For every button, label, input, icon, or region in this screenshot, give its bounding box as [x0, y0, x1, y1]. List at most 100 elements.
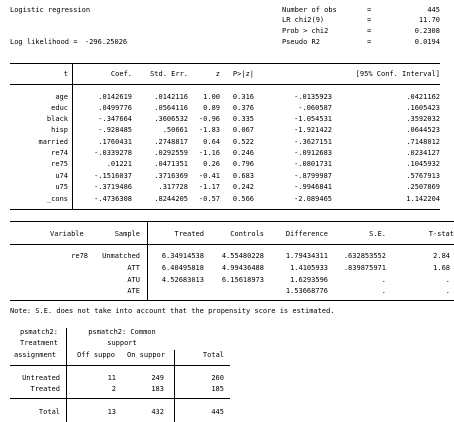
row-coef: -.1516037	[94, 172, 132, 180]
row-var: re74	[51, 149, 68, 157]
table-rule	[10, 84, 440, 85]
stat-label: Pseudo R2	[282, 38, 320, 46]
row-coef: .01221	[106, 160, 132, 168]
row-p: 0.242	[232, 183, 254, 191]
row-se: .632853552	[343, 252, 386, 260]
row-ci-hi: .0644523	[406, 126, 440, 134]
table-rule	[10, 244, 454, 245]
row-se: .2748817	[154, 138, 188, 146]
row-sample: ATT	[127, 264, 140, 272]
col-header-se: Std. Err.	[150, 70, 188, 78]
row-var: u74	[55, 172, 68, 180]
row-ci-hi: .1045932	[406, 160, 440, 168]
row-se: .	[381, 276, 386, 284]
row-var: married	[38, 138, 68, 146]
row-ci-lo: -1.054531	[294, 115, 332, 123]
variable-name: re78	[71, 252, 88, 260]
column-variable-label: support	[107, 339, 137, 347]
row-ci-lo: -.9946841	[294, 183, 332, 191]
col-header-z: z	[215, 70, 220, 78]
stat-equals: =	[367, 6, 372, 14]
row-coef: -.4736308	[94, 195, 132, 203]
row-se: .50661	[162, 126, 188, 134]
note-text: Note: S.E. does not take into account th…	[10, 307, 335, 315]
row-variable-label: psmatch2:	[20, 328, 58, 336]
row-ci-hi: .1605423	[406, 104, 440, 112]
row-se: .8244205	[154, 195, 188, 203]
row-ci-hi: 1.142204	[406, 195, 440, 203]
log-likelihood-label: Log likelihood =	[10, 38, 78, 46]
row-z: -1.83	[198, 126, 220, 134]
row-sample: ATE	[127, 287, 140, 295]
row-controls: 4.99436488	[221, 264, 264, 272]
row-z: 0.26	[203, 160, 220, 168]
row-label: Untreated	[22, 374, 60, 382]
row-se: .0471351	[154, 160, 188, 168]
row-ci-hi: .5767913	[406, 172, 440, 180]
stat-value: 445	[427, 6, 440, 14]
row-label: Treated	[30, 385, 60, 393]
row-coef: -.347664	[98, 115, 132, 123]
table-rule	[10, 300, 454, 301]
stat-label: LR chi2(9)	[282, 16, 325, 24]
col-header-ci: [95% Conf. Interval]	[355, 70, 440, 78]
stat-equals: =	[367, 16, 372, 24]
row-p: 0.566	[232, 195, 254, 203]
row-difference: 1.6293596	[290, 276, 328, 284]
log-likelihood-value: -296.25026	[85, 38, 128, 46]
row-z: 0.64	[203, 138, 220, 146]
row-coef: .0499776	[98, 104, 132, 112]
row-off-support: 11	[107, 374, 116, 382]
row-z: -0.57	[198, 195, 220, 203]
row-var: re75	[51, 160, 68, 168]
row-variable-label: Treatment	[20, 339, 58, 347]
total-label: Total	[38, 408, 60, 416]
stat-label: Prob > chi2	[282, 27, 329, 35]
stat-value: 11.70	[418, 16, 440, 24]
row-difference: 1.79434311	[285, 252, 328, 260]
row-se: .	[381, 287, 386, 295]
row-coef: .0142619	[98, 93, 132, 101]
row-treated: 6.40495818	[161, 264, 204, 272]
col-header-sample: Sample	[114, 230, 140, 238]
row-ci-hi: .7148012	[406, 138, 440, 146]
table-divider	[147, 221, 148, 301]
row-se: .3716369	[154, 172, 188, 180]
col-header-variable: Variable	[50, 230, 84, 238]
row-var: _cons	[46, 195, 68, 203]
row-z: -1.17	[198, 183, 220, 191]
row-ci-hi: .0234127	[406, 149, 440, 157]
row-sample: Unmatched	[102, 252, 140, 260]
row-difference: 1.53668776	[285, 287, 328, 295]
row-p: 0.246	[232, 149, 254, 157]
row-se: .0564116	[154, 104, 188, 112]
row-on-support: 249	[151, 374, 164, 382]
row-ci-hi: .0421162	[406, 93, 440, 101]
col-header-treated: Treated	[174, 230, 204, 238]
row-p: 0.335	[232, 115, 254, 123]
row-total: 260	[211, 374, 224, 382]
row-ci-lo: -.060587	[298, 104, 332, 112]
stat-label: Number of obs	[282, 6, 337, 14]
row-p: 0.522	[232, 138, 254, 146]
col-header-coef: Coef.	[110, 70, 132, 78]
stat-equals: =	[367, 38, 372, 46]
col-header-total: Total	[202, 351, 224, 359]
row-tstat: .	[445, 276, 450, 284]
row-ci-lo: -.0135923	[294, 93, 332, 101]
row-var: hisp	[51, 126, 68, 134]
row-coef: -.0339278	[94, 149, 132, 157]
total-total: 445	[211, 408, 224, 416]
row-ci-hi: .2507869	[406, 183, 440, 191]
row-p: 0.683	[232, 172, 254, 180]
row-se: .3606532	[154, 115, 188, 123]
row-tstat: 2.84	[433, 252, 450, 260]
row-se: .317728	[158, 183, 188, 191]
row-off-support: 2	[111, 385, 116, 393]
col-header-controls: Controls	[230, 230, 264, 238]
row-tstat: .	[445, 287, 450, 295]
col-header-on-support: On suppor	[127, 351, 165, 359]
regression-title: Logistic regression	[10, 6, 91, 14]
row-on-support: 183	[151, 385, 164, 393]
stat-value: 0.0194	[414, 38, 440, 46]
